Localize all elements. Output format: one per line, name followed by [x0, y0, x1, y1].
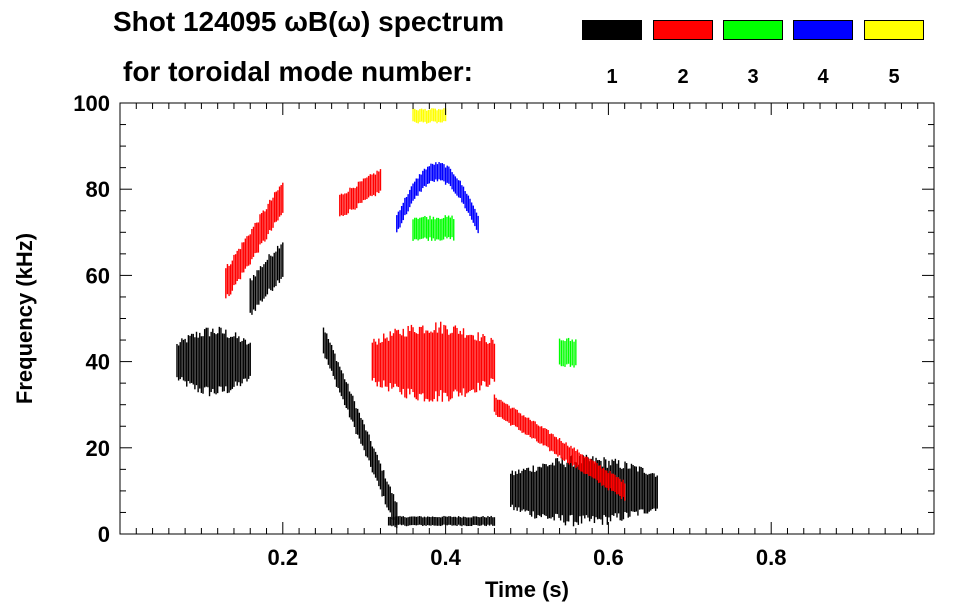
spectrum-region-mode-2	[339, 169, 382, 217]
x-tick-label: 0.8	[756, 545, 787, 570]
chart-title-line2: for toroidal mode number:	[123, 56, 473, 87]
spectrum-region-mode-1	[387, 515, 496, 527]
y-tick-label: 60	[86, 263, 110, 288]
x-axis-title: Time (s)	[485, 577, 569, 602]
legend-swatch-mode-3	[723, 20, 783, 40]
spectrogram-regions	[176, 108, 658, 529]
x-tick-label: 0.6	[593, 545, 624, 570]
legend-label-mode-4: 4	[817, 66, 829, 88]
y-tick-label: 40	[86, 350, 110, 375]
legend-swatch-mode-5	[864, 20, 924, 40]
legend-label-mode-3: 3	[747, 66, 759, 88]
legend-label-mode-5: 5	[888, 66, 900, 88]
spectrum-region-mode-1	[176, 326, 251, 397]
legend-swatch-mode-4	[793, 20, 853, 40]
spectrum-region-mode-4	[396, 162, 479, 234]
legend-swatch-mode-2	[653, 20, 713, 40]
spectrum-region-mode-2	[493, 394, 626, 501]
spectrum-region-mode-3	[412, 215, 455, 241]
y-tick-label: 20	[86, 436, 110, 461]
y-tick-label: 80	[86, 177, 110, 202]
axis-ticks	[119, 102, 935, 535]
y-axis-title: Frequency (kHz)	[12, 233, 37, 404]
y-tick-label: 100	[73, 91, 110, 116]
spectrum-region-mode-1	[249, 242, 284, 315]
spectrum-region-mode-2	[371, 321, 496, 402]
x-tick-label: 0.2	[268, 545, 299, 570]
spectrum-region-mode-2	[225, 182, 284, 299]
legend-swatch-mode-1	[582, 20, 642, 40]
legend-label-mode-1: 1	[606, 66, 618, 88]
x-tick-label: 0.4	[430, 545, 461, 570]
axis-tick-labels: 0.2 0.4 0.6 0.8 0 20 40 60 80 100	[73, 91, 786, 570]
y-tick-label: 0	[98, 522, 110, 547]
spectrum-region-mode-3	[558, 337, 577, 368]
spectrum-region-mode-1	[510, 454, 658, 527]
spectrum-region-mode-5	[412, 108, 447, 124]
chart-title-line1: Shot 124095 ωB(ω) spectrum	[113, 6, 505, 37]
legend-label-mode-2: 2	[677, 66, 689, 88]
